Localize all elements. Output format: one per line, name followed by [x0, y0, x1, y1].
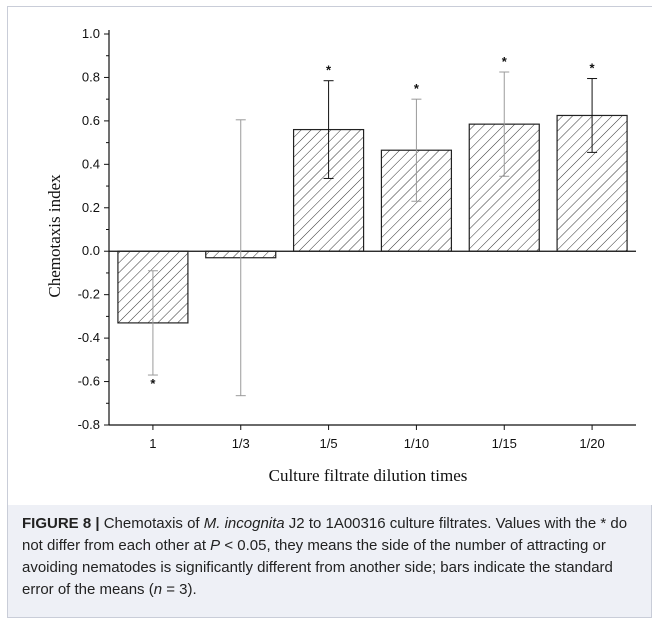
x-tick-label: 1/15	[492, 436, 517, 451]
y-axis-title: Chemotaxis index	[45, 174, 64, 298]
significance-mark: *	[590, 61, 596, 76]
caption-text-1: Chemotaxis of	[103, 515, 204, 532]
caption-text-2: J2 to 1A00316 culture filtrates. Values …	[22, 515, 628, 554]
figure-caption: FIGURE 8 | Chemotaxis of M. incognita J2…	[22, 513, 644, 601]
x-tick-label: 1/10	[404, 436, 429, 451]
y-tick-label: 0.6	[82, 113, 100, 128]
caption-n-symbol: n	[153, 581, 163, 598]
caption-text-4: = 3).	[162, 581, 197, 598]
y-tick-label: -0.8	[78, 417, 100, 432]
x-axis-title: Culture filtrate dilution times	[269, 466, 468, 485]
caption-label: FIGURE 8 |	[22, 515, 100, 532]
x-tick-label: 1/5	[320, 436, 338, 451]
significance-mark: *	[150, 376, 156, 391]
y-tick-label: 0.2	[82, 200, 100, 215]
y-tick-label: -0.2	[78, 287, 100, 302]
caption-species: M. incognita	[203, 515, 285, 532]
x-tick-label: 1/3	[232, 436, 250, 451]
caption-text-3: < 0.05, they means the side of the numbe…	[22, 537, 613, 598]
significance-mark: *	[414, 81, 420, 96]
y-tick-label: 0.0	[82, 243, 100, 258]
y-tick-label: 0.4	[82, 156, 100, 171]
bar-chart: -0.8 -0.6 -0.4 -0.2 0.0 0.2 0.4 0.6 0.8 1.0 * 1 1/3 *…	[45, 26, 636, 485]
y-tick-label: 0.8	[82, 69, 100, 84]
figure-panel: -0.8 -0.6 -0.4 -0.2 0.0 0.2 0.4 0.6 0.8 1.0 * 1 1/3 *…	[7, 6, 653, 618]
y-tick-label: 1.0	[82, 26, 100, 41]
significance-mark: *	[502, 54, 508, 69]
caption-p-symbol: P	[210, 537, 221, 554]
x-tick-label: 1/20	[579, 436, 604, 451]
plot-area: -0.8 -0.6 -0.4 -0.2 0.0 0.2 0.4 0.6 0.8 1.0 * 1 1/3 *…	[8, 7, 653, 505]
y-tick-label: -0.6	[78, 374, 100, 389]
significance-mark: *	[326, 63, 332, 78]
y-tick-label: -0.4	[78, 330, 100, 345]
x-tick-label: 1	[149, 436, 156, 451]
